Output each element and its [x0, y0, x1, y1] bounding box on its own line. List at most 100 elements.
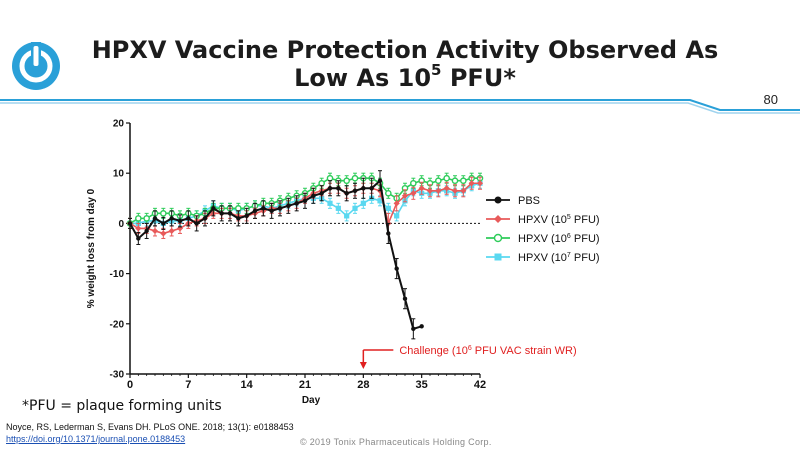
data-point [443, 174, 450, 182]
challenge-annotation-suffix: PFU VAC strain WR) [472, 345, 577, 357]
legend-label-superscript: 5 [567, 214, 571, 221]
data-point [135, 225, 142, 232]
legend-label-name: HPXV (10 [518, 252, 567, 264]
data-point [386, 231, 391, 236]
y-tick-label: 10 [113, 169, 125, 180]
title-line-2: Low As 105 PFU* [70, 63, 740, 93]
citation: Noyce, RS, Lederman S, Evans DH. PLoS ON… [6, 421, 294, 445]
data-point [318, 179, 325, 187]
x-tick-label: 14 [241, 379, 254, 391]
data-point [468, 180, 475, 187]
legend-label: HPXV (106 PFU) [518, 233, 600, 245]
data-point [327, 200, 333, 206]
data-point [302, 198, 308, 204]
y-tick-label: -30 [110, 370, 125, 381]
legend-marker [494, 253, 502, 261]
legend-label-superscript: 6 [567, 233, 571, 240]
data-point [143, 215, 150, 222]
data-point [344, 213, 350, 219]
data-point [252, 208, 258, 214]
data-point [418, 185, 425, 192]
data-point [227, 211, 233, 216]
data-point [177, 218, 183, 224]
challenge-annotation-superscript: 6 [468, 345, 472, 352]
footnote: *PFU = plaque forming units [22, 398, 222, 414]
legend-marker [493, 233, 503, 243]
data-point [244, 213, 249, 219]
data-point [410, 190, 417, 197]
data-point [419, 324, 424, 329]
power-icon [12, 42, 60, 90]
x-tick-label: 7 [185, 379, 191, 391]
data-point [361, 186, 366, 191]
data-point [336, 186, 341, 191]
title-line-1: HPXV Vaccine Protection Activity Observe… [91, 36, 719, 64]
data-point [344, 191, 349, 196]
data-point [377, 178, 383, 183]
data-point [385, 189, 392, 197]
legend-label-suffix: PFU) [571, 252, 600, 264]
data-point [394, 213, 400, 219]
data-point [443, 185, 450, 192]
data-point [369, 186, 374, 191]
data-point [135, 215, 142, 222]
challenge-arrow-head [359, 362, 367, 369]
data-point [294, 201, 299, 206]
data-point [136, 236, 141, 241]
data-point [451, 177, 459, 185]
company-logo [8, 36, 64, 92]
legend-label: PBS [518, 195, 540, 207]
data-point [151, 227, 159, 235]
data-point [211, 206, 216, 211]
data-point [236, 216, 241, 221]
data-point [160, 230, 167, 237]
legend-label: HPXV (107 PFU) [518, 252, 600, 264]
data-point [202, 216, 208, 221]
data-point [235, 205, 242, 212]
legend-label-superscript: 7 [567, 252, 571, 259]
data-point [127, 221, 133, 226]
data-point [352, 188, 358, 193]
data-point [219, 211, 224, 216]
challenge-annotation: Challenge (106 PFU VAC strain WR) [399, 345, 576, 357]
data-point [460, 187, 467, 194]
data-point [351, 174, 359, 182]
title-line-2-suffix: PFU* [441, 64, 516, 92]
x-tick-label: 28 [357, 379, 369, 391]
y-tick-label: 20 [113, 119, 125, 130]
data-point [343, 177, 350, 185]
citation-link[interactable]: https://doi.org/10.1371/journal.pone.018… [6, 434, 186, 444]
page-number: 80 [763, 92, 778, 107]
data-point [286, 203, 291, 209]
data-point [319, 191, 324, 196]
data-point [410, 179, 417, 187]
legend-marker [494, 215, 502, 223]
data-point [476, 180, 484, 187]
header-rule [0, 99, 800, 114]
data-point [194, 221, 199, 226]
data-point [360, 200, 366, 206]
data-point [352, 205, 358, 211]
data-point [393, 200, 400, 207]
x-tick-label: 35 [416, 379, 428, 391]
data-point [160, 210, 167, 217]
legend-label-name: HPXV (10 [518, 233, 567, 245]
data-point [377, 198, 383, 204]
legend-entry-2: HPXV (106 PFU) [486, 233, 600, 245]
citation-text: Noyce, RS, Lederman S, Evans DH. PLoS ON… [6, 422, 294, 432]
data-point [186, 216, 191, 221]
data-point [426, 187, 434, 194]
data-point [152, 216, 158, 221]
copyright: © 2019 Tonix Pharmaceuticals Holding Cor… [300, 437, 492, 447]
data-point [385, 205, 391, 211]
y-tick-label: -10 [110, 269, 125, 280]
x-tick-label: 21 [299, 379, 311, 391]
challenge-annotation-prefix: Challenge (10 [399, 345, 468, 357]
data-point [401, 192, 409, 199]
series-0 [127, 170, 424, 340]
x-tick-label: 0 [127, 379, 133, 391]
data-point [261, 206, 266, 211]
data-point [311, 193, 316, 198]
legend-label: HPXV (105 PFU) [518, 214, 600, 226]
